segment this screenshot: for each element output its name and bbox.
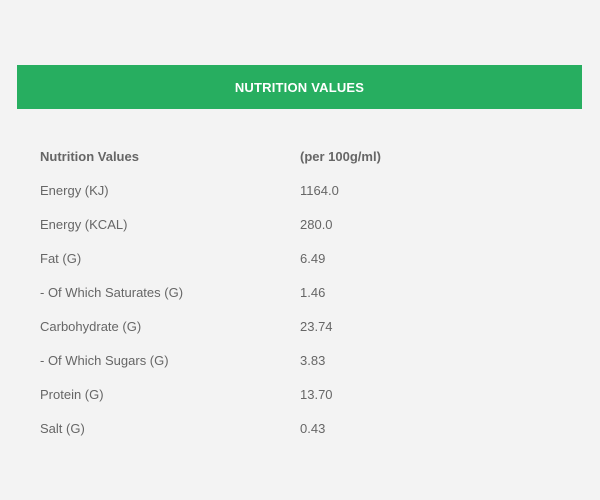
table-row: Energy (KCAL) 280.0: [40, 207, 560, 241]
nutrition-header-title: NUTRITION VALUES: [234, 79, 365, 95]
nutrient-name: Salt (G): [40, 420, 85, 436]
nutrient-name: - Of Which Sugars (G): [40, 352, 169, 368]
nutrient-value: 280.0: [300, 216, 333, 232]
nutrient-value: 13.70: [300, 386, 333, 402]
table-row: Energy (KJ) 1164.0: [40, 173, 560, 207]
nutrition-table: Nutrition Values (per 100g/ml) Energy (K…: [40, 139, 560, 445]
table-row: Fat (G) 6.49: [40, 241, 560, 275]
nutrient-name: - Of Which Saturates (G): [40, 284, 184, 300]
nutrient-value: 1164.0: [300, 182, 339, 198]
column-header-value: (per 100g/ml): [300, 148, 381, 164]
table-row: - Of Which Sugars (G) 3.83: [40, 343, 560, 377]
nutrient-name: Energy (KJ): [40, 182, 109, 198]
nutrient-value: 6.49: [300, 250, 326, 266]
nutrient-name: Carbohydrate (G): [40, 318, 142, 334]
nutrient-name: Fat (G): [40, 250, 82, 266]
table-row: Carbohydrate (G) 23.74: [40, 309, 560, 343]
nutrient-value: 0.43: [300, 420, 326, 436]
nutrient-name: Protein (G): [40, 386, 104, 402]
nutrient-value: 1.46: [300, 284, 326, 300]
nutrition-header: NUTRITION VALUES: [17, 65, 582, 109]
table-row: - Of Which Saturates (G) 1.46: [40, 275, 560, 309]
nutrient-name: Energy (KCAL): [40, 216, 128, 232]
table-header-row: Nutrition Values (per 100g/ml): [40, 139, 560, 173]
nutrient-value: 23.74: [300, 318, 333, 334]
table-row: Salt (G) 0.43: [40, 411, 560, 445]
nutrient-value: 3.83: [300, 352, 326, 368]
column-header-name: Nutrition Values: [40, 148, 139, 164]
table-row: Protein (G) 13.70: [40, 377, 560, 411]
